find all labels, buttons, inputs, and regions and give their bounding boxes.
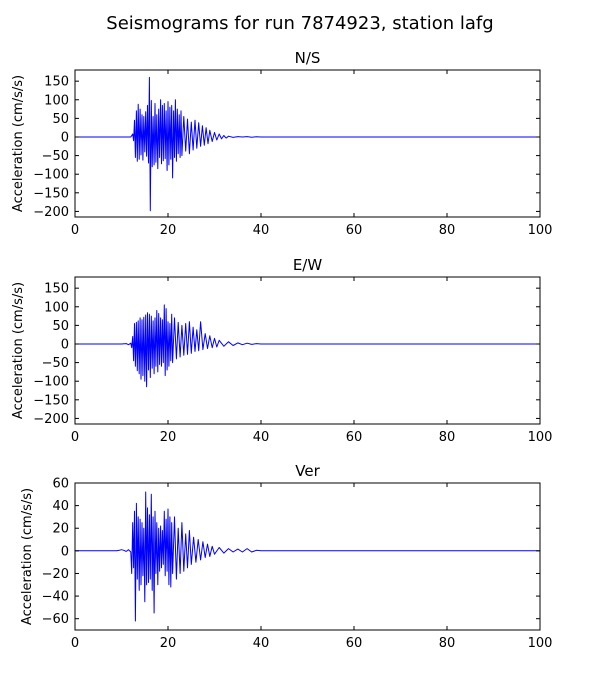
y-tick-label: 0: [61, 337, 69, 352]
y-tick-label: −100: [33, 168, 69, 183]
y-tick-label: −100: [33, 375, 69, 390]
series-line: [75, 76, 540, 212]
y-tick-label: 150: [44, 75, 69, 90]
x-tick-label: 40: [253, 636, 270, 651]
y-tick-label: −200: [33, 412, 69, 427]
y-tick-label: 50: [52, 112, 69, 127]
panel-title: Ver: [295, 462, 320, 480]
x-tick-label: 80: [439, 223, 456, 238]
panel-0: 0 20 40 60 80 100 −200 −150 −100 −50 0 50 100 150 N/S A…: [11, 49, 552, 238]
x-tick-label: 20: [160, 430, 177, 445]
y-tick-label: 60: [52, 477, 69, 492]
x-tick-label: 100: [528, 223, 553, 238]
axes-frame: [74, 69, 541, 218]
series-line: [75, 304, 540, 388]
y-tick-label: −50: [42, 149, 69, 164]
panel-title: N/S: [295, 49, 321, 67]
figure-title: Seismograms for run 7874923, station laf…: [106, 13, 493, 34]
series-line: [75, 491, 540, 622]
y-tick-label: 50: [52, 319, 69, 334]
x-tick-label: 20: [160, 223, 177, 238]
y-tick-label: −150: [33, 186, 69, 201]
y-tick-label: 40: [52, 499, 69, 514]
x-tick-label: 0: [71, 636, 79, 651]
y-tick-label: 100: [44, 93, 69, 108]
x-tick-label: 100: [528, 636, 553, 651]
y-tick-label: 0: [61, 130, 69, 145]
y-tick-label: 0: [61, 544, 69, 559]
y-tick-label: 100: [44, 300, 69, 315]
y-axis-label: Acceleration (cm/s/s): [11, 75, 26, 212]
x-tick-label: 0: [71, 223, 79, 238]
y-tick-label: −60: [42, 612, 69, 627]
y-tick-label: 150: [44, 282, 69, 297]
x-tick-label: 40: [253, 223, 270, 238]
y-axis-label: Acceleration (cm/s/s): [11, 282, 26, 419]
panel-2: 0 20 40 60 80 100 −60 −40 −20 0 20 40 60 Ver Accelerat…: [20, 462, 552, 651]
x-tick-label: 20: [160, 636, 177, 651]
x-tick-label: 80: [439, 636, 456, 651]
panels-group: 0 20 40 60 80 100−200−150−100−50050100150N/SA…: [11, 49, 552, 651]
axes-frame: [74, 276, 541, 425]
x-tick-label: 60: [346, 430, 363, 445]
y-tick-label: −20: [42, 567, 69, 582]
x-tick-label: 60: [346, 636, 363, 651]
y-tick-label: −150: [33, 393, 69, 408]
y-tick-label: −50: [42, 356, 69, 371]
x-tick-label: 0: [71, 430, 79, 445]
y-tick-label: 20: [52, 522, 69, 537]
panel-title: E/W: [293, 256, 323, 274]
panel-1: 0 20 40 60 80 100 −200 −150 −100 −50 0 50 100 150 E/W A…: [11, 256, 552, 445]
x-tick-label: 100: [528, 430, 553, 445]
x-tick-label: 80: [439, 430, 456, 445]
y-tick-label: −40: [42, 590, 69, 605]
y-tick-label: −200: [33, 205, 69, 220]
x-tick-label: 60: [346, 223, 363, 238]
y-axis-label: Acceleration (cm/s/s): [20, 488, 35, 625]
x-tick-label: 40: [253, 430, 270, 445]
axes-frame: [74, 482, 541, 631]
